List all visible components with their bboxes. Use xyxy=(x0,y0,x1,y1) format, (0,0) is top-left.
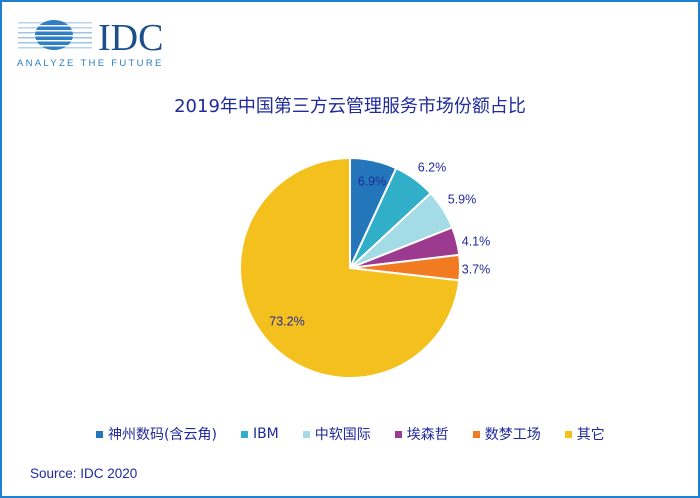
legend-item: 中软国际 xyxy=(302,424,371,444)
source-note: Source: IDC 2020 xyxy=(30,466,138,481)
legend-item: 神州数码(含云角) xyxy=(96,424,217,444)
legend: 神州数码(含云角) IBM 中软国际 埃森哲 数梦工场 其它 xyxy=(96,424,605,444)
legend-swatch xyxy=(96,430,103,438)
data-label: 73.2% xyxy=(269,314,304,328)
data-label: 4.1% xyxy=(462,234,491,248)
legend-swatch xyxy=(240,430,248,438)
legend-label: 神州数码(含云角) xyxy=(108,427,217,443)
idc-logo: IDC ANALYZE THE FUTURE xyxy=(17,17,164,68)
data-label: 6.2% xyxy=(418,160,447,174)
legend-item: 其它 xyxy=(564,424,605,444)
legend-label: 中软国际 xyxy=(314,427,371,443)
pie-slice xyxy=(239,156,461,379)
legend-swatch xyxy=(302,430,310,438)
svg-text:IDC: IDC xyxy=(98,17,163,59)
legend-item: IBM xyxy=(240,424,279,444)
legend-label: IBM xyxy=(252,426,279,442)
data-label: 3.7% xyxy=(462,262,491,276)
legend-swatch xyxy=(564,430,572,438)
legend-item: 数梦工场 xyxy=(472,424,541,444)
legend-swatch xyxy=(394,430,402,438)
legend-label: 数梦工场 xyxy=(484,427,541,443)
data-label: 6.9% xyxy=(358,174,387,188)
legend-item: 埃森哲 xyxy=(394,424,449,444)
data-label: 5.9% xyxy=(448,192,477,206)
legend-label: 其它 xyxy=(576,427,605,443)
legend-label: 埃森哲 xyxy=(406,427,449,443)
svg-text:ANALYZE THE FUTURE: ANALYZE THE FUTURE xyxy=(17,58,164,68)
chart-title: 2019年中国第三方云管理服务市场份额占比 xyxy=(174,96,526,117)
legend-swatch xyxy=(472,430,480,438)
